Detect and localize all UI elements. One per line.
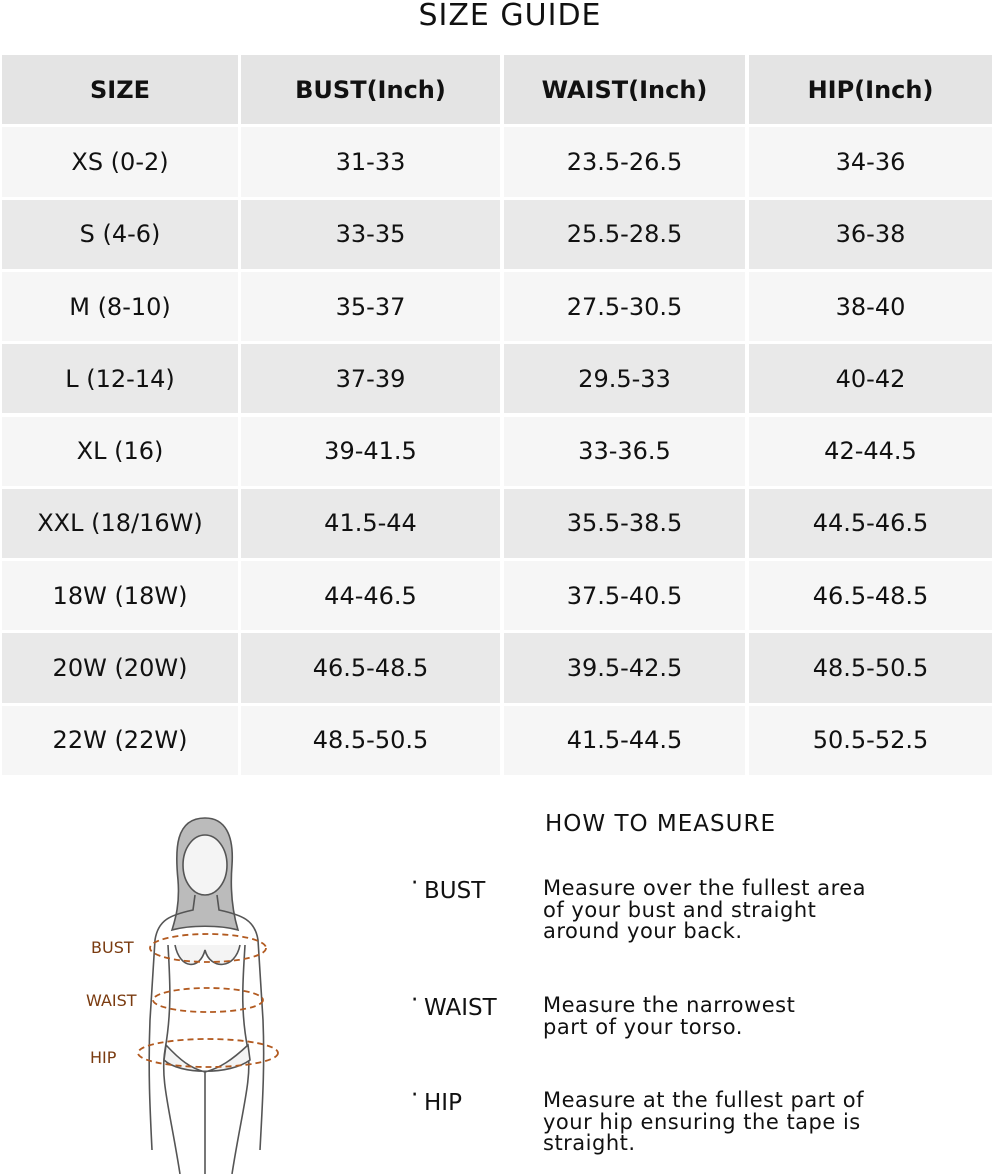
table-cell: 48.5-50.5 <box>749 633 992 703</box>
bullet: · <box>411 870 419 896</box>
table-cell: 34-36 <box>749 127 992 197</box>
table-cell: 37.5-40.5 <box>504 561 745 631</box>
title: SIZE GUIDE <box>418 0 602 33</box>
table-cell: 33-35 <box>241 199 500 269</box>
table-cell: 50.5-52.5 <box>749 705 992 775</box>
table-cell: M (8-10) <box>2 271 238 342</box>
body-figure <box>137 817 279 1174</box>
measure-text: Measure over the fullest area <box>543 876 867 900</box>
measure-label: BUST <box>424 878 486 904</box>
figure-label: HIP <box>90 1048 117 1067</box>
table-cell: 41.5-44.5 <box>504 705 745 775</box>
header-cell: SIZE <box>2 55 238 125</box>
table-cell: 40-42 <box>749 344 992 414</box>
table-cell: 41.5-44 <box>241 488 500 559</box>
table-cell: L (12-14) <box>2 344 238 414</box>
table-cell: XXL (18/16W) <box>2 488 238 559</box>
header-cell: WAIST(Inch) <box>504 55 745 125</box>
table-cell: 22W (22W) <box>2 705 238 775</box>
measure-text: Measure at the fullest part of <box>543 1088 864 1112</box>
table-cell: XL (16) <box>2 416 238 486</box>
table-cell: 44-46.5 <box>241 561 500 631</box>
table-cell: 42-44.5 <box>749 416 992 486</box>
measure-text: around your back. <box>543 919 743 943</box>
measure-label: HIP <box>424 1090 462 1116</box>
measure-text: of your bust and straight <box>543 897 817 922</box>
table-cell: 23.5-26.5 <box>504 127 745 197</box>
table-cell: 39.5-42.5 <box>504 633 745 703</box>
header-cell: BUST(Inch) <box>241 55 500 125</box>
table-cell: 46.5-48.5 <box>241 633 500 703</box>
measure-text: straight. <box>543 1131 636 1155</box>
table-cell: 29.5-33 <box>504 344 745 414</box>
measure-label: WAIST <box>424 995 497 1021</box>
measure-title: HOW TO MEASURE <box>545 811 776 837</box>
header-cell: HIP(Inch) <box>749 55 992 125</box>
table-cell: 36-38 <box>749 199 992 269</box>
figure-label: WAIST <box>86 991 137 1010</box>
table-cell: 33-36.5 <box>504 416 745 486</box>
table-cell: XS (0-2) <box>2 127 238 197</box>
table-cell: 25.5-28.5 <box>504 199 745 269</box>
bullet: · <box>411 1082 419 1108</box>
table-cell: 27.5-30.5 <box>504 271 745 342</box>
bullet: · <box>411 987 419 1013</box>
table-cell: 35-37 <box>241 271 500 342</box>
table-cell: S (4-6) <box>2 199 238 269</box>
table-cell: 18W (18W) <box>2 561 238 631</box>
table-cell: 37-39 <box>241 344 500 414</box>
table-cell: 31-33 <box>241 127 500 197</box>
table-cell: 39-41.5 <box>241 416 500 486</box>
table-cell: 44.5-46.5 <box>749 488 992 559</box>
table-cell: 48.5-50.5 <box>241 705 500 775</box>
measure-text: Measure the narrowest <box>543 993 796 1017</box>
table-cell: 20W (20W) <box>2 633 238 703</box>
measure-text: your hip ensuring the tape is <box>543 1109 861 1134</box>
table-cell: 38-40 <box>749 271 992 342</box>
measure-text: part of your torso. <box>543 1014 743 1039</box>
figure-label: BUST <box>91 938 134 957</box>
table-cell: 46.5-48.5 <box>749 561 992 631</box>
table-cell: 35.5-38.5 <box>504 488 745 559</box>
